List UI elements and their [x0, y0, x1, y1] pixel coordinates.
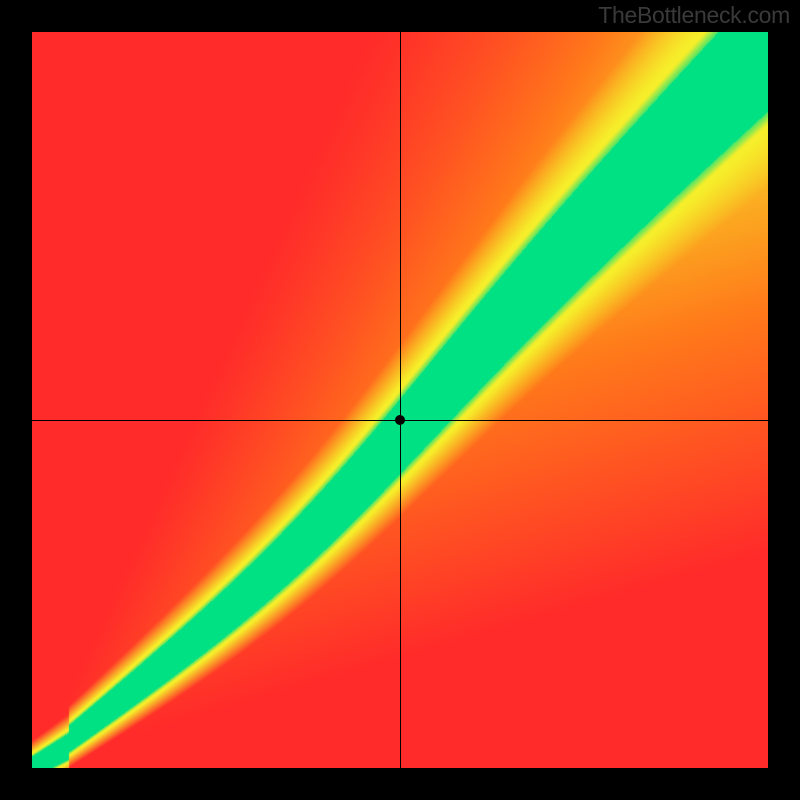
- heatmap-plot: [32, 32, 768, 768]
- crosshair-marker: [395, 415, 405, 425]
- crosshair-vertical: [400, 32, 401, 768]
- watermark-text: TheBottleneck.com: [598, 2, 790, 29]
